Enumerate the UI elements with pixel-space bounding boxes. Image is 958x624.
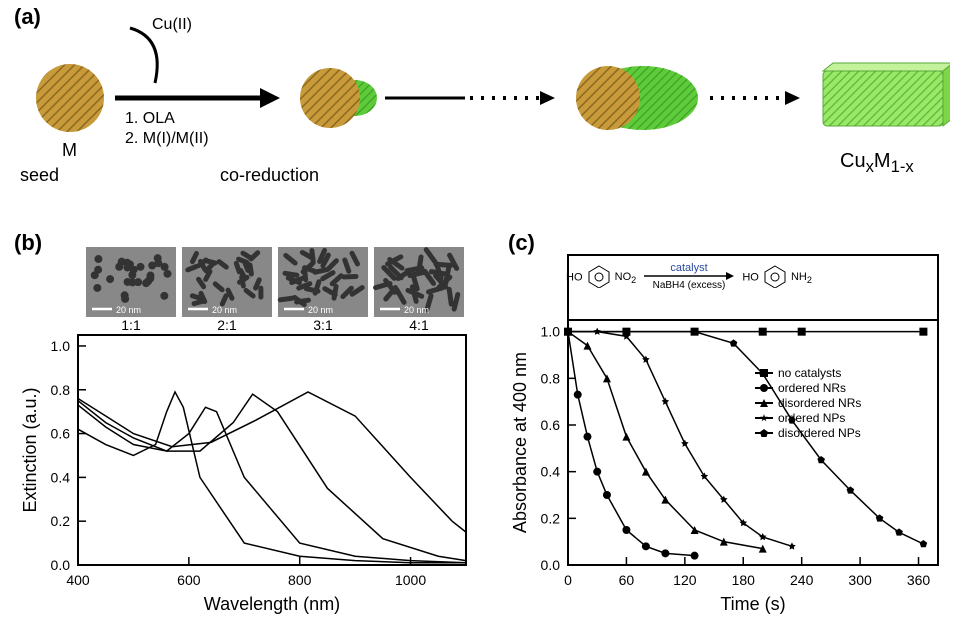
svg-text:600: 600 <box>177 572 201 588</box>
step1-label: 1. OLA <box>125 110 175 128</box>
svg-text:Time (s): Time (s) <box>720 594 785 614</box>
seed-label: seed <box>20 165 59 186</box>
svg-text:1000: 1000 <box>395 572 426 588</box>
product-label: CuxM1-x <box>840 150 914 177</box>
step2-label: 2. M(I)/M(II) <box>125 130 209 148</box>
svg-text:1:1: 1:1 <box>121 317 141 333</box>
svg-text:120: 120 <box>673 572 697 588</box>
reaction-arrow-icon: catalyst NaBH4 (excess) <box>644 262 734 290</box>
svg-text:1.0: 1.0 <box>51 338 71 354</box>
svg-text:0.0: 0.0 <box>51 557 71 573</box>
svg-text:0.6: 0.6 <box>541 417 561 433</box>
svg-text:0.8: 0.8 <box>541 370 561 386</box>
svg-text:300: 300 <box>848 572 872 588</box>
svg-text:0.8: 0.8 <box>51 382 71 398</box>
svg-text:0.2: 0.2 <box>541 510 561 526</box>
svg-text:180: 180 <box>732 572 756 588</box>
svg-text:0.2: 0.2 <box>51 513 71 529</box>
coreduction-label: co-reduction <box>220 165 319 186</box>
svg-text:2:1: 2:1 <box>217 317 237 333</box>
svg-text:20 nm: 20 nm <box>308 305 333 315</box>
svg-text:3:1: 3:1 <box>313 317 333 333</box>
svg-text:0: 0 <box>564 572 572 588</box>
m-label: M <box>62 140 77 161</box>
svg-text:4:1: 4:1 <box>409 317 429 333</box>
reaction-scheme: HO NO2 catalyst NaBH4 (excess) HO NH2 <box>566 262 812 293</box>
svg-text:20 nm: 20 nm <box>212 305 237 315</box>
svg-text:20 nm: 20 nm <box>404 305 429 315</box>
cu2-label: Cu(II) <box>152 16 192 34</box>
svg-text:0.4: 0.4 <box>51 469 71 485</box>
absorbance-chart: 0 60 120 180 240 300 360 0.0 0.2 0.4 0.6 0.8 1.0 Time… <box>500 235 955 624</box>
legend-item: disordered NPs <box>755 426 861 440</box>
svg-text:catalyst: catalyst <box>671 262 708 274</box>
svg-text:1.0: 1.0 <box>541 324 561 340</box>
svg-text:NaBH4 (excess): NaBH4 (excess) <box>653 280 726 290</box>
figure-container: (a) (b) (c) <box>0 0 958 624</box>
svg-text:0.0: 0.0 <box>541 557 561 573</box>
extinction-chart: 400 600 800 1000 0.0 0.2 0.4 0.6 0.8 1.0 Wavelengt… <box>6 235 486 624</box>
svg-text:60: 60 <box>619 572 635 588</box>
legend-box: no catalystsordered NRsdisordered NRsord… <box>755 365 861 441</box>
svg-text:240: 240 <box>790 572 814 588</box>
svg-text:0.4: 0.4 <box>541 464 561 480</box>
svg-text:800: 800 <box>288 572 312 588</box>
svg-text:Absorbance at 400 nm: Absorbance at 400 nm <box>510 352 530 533</box>
svg-text:Wavelength (nm): Wavelength (nm) <box>204 594 340 614</box>
svg-text:360: 360 <box>907 572 931 588</box>
legend-item: no catalysts <box>755 366 861 380</box>
svg-text:Extinction (a.u.): Extinction (a.u.) <box>20 387 40 512</box>
benzene-icon <box>762 264 788 288</box>
legend-item: ordered NPs <box>755 411 861 425</box>
legend-item: disordered NRs <box>755 396 861 410</box>
legend-item: ordered NRs <box>755 381 861 395</box>
svg-text:400: 400 <box>66 572 90 588</box>
svg-text:20 nm: 20 nm <box>116 305 141 315</box>
svg-text:0.6: 0.6 <box>51 426 71 442</box>
benzene-icon <box>586 264 612 288</box>
